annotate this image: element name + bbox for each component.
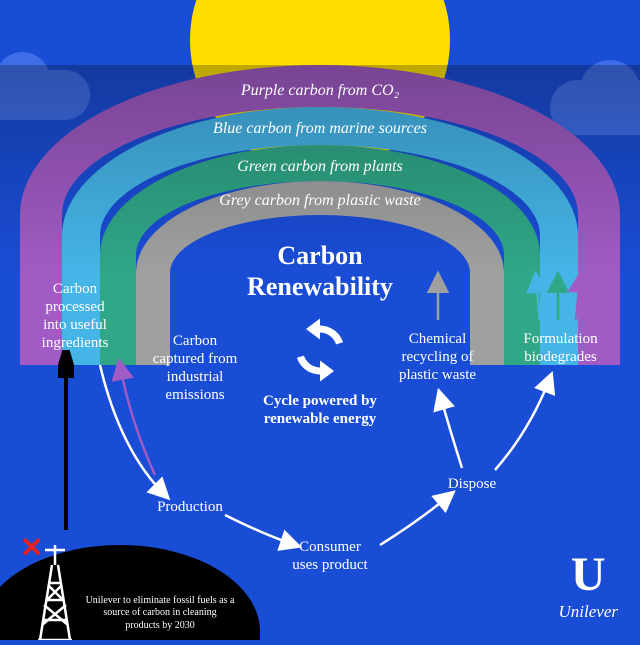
brand-name: Unilever: [559, 602, 618, 622]
arc-label-purple: Purple carbon from CO₂: [0, 82, 640, 100]
arc-label-green: Green carbon from plants: [0, 158, 640, 176]
label-captured: Carboncaptured fromindustrialemissions: [140, 332, 250, 404]
tower-area: ✕ Unilever to eliminate fossil fuels as …: [0, 525, 260, 640]
brand-logo: U Unilever: [559, 547, 618, 622]
logo-u-icon: U: [559, 547, 618, 602]
label-recycling: Chemicalrecycling ofplastic waste: [385, 330, 490, 384]
up-arrow-fossil: [58, 350, 74, 530]
recycle-icon: [285, 315, 355, 385]
arc-label-blue: Blue carbon from marine sources: [0, 120, 640, 138]
label-consumer: Consumeruses product: [275, 538, 385, 574]
subtitle-line2: renewable energy: [264, 411, 377, 427]
label-dispose: Dispose: [432, 475, 512, 493]
label-biodegrades: Formulationbiodegrades: [508, 330, 613, 366]
subtitle-line1: Cycle powered by: [263, 393, 377, 409]
title-line1: Carbon: [277, 241, 362, 270]
caption: Unilever to eliminate fossil fuels as a …: [85, 595, 235, 633]
red-x-icon: ✕: [20, 531, 43, 565]
label-processed: Carbonprocessedinto usefulingredients: [25, 280, 125, 352]
label-production: Production: [145, 498, 235, 516]
arc-label-grey: Grey carbon from plastic waste: [0, 192, 640, 210]
title-line2: Renewability: [247, 272, 393, 301]
subtitle: Cycle powered by renewable energy: [0, 392, 640, 428]
